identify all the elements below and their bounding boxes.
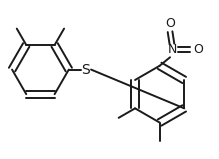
Text: N: N [167, 43, 177, 56]
Text: O: O [165, 17, 175, 30]
Text: O: O [193, 43, 203, 56]
Text: S: S [81, 62, 90, 77]
